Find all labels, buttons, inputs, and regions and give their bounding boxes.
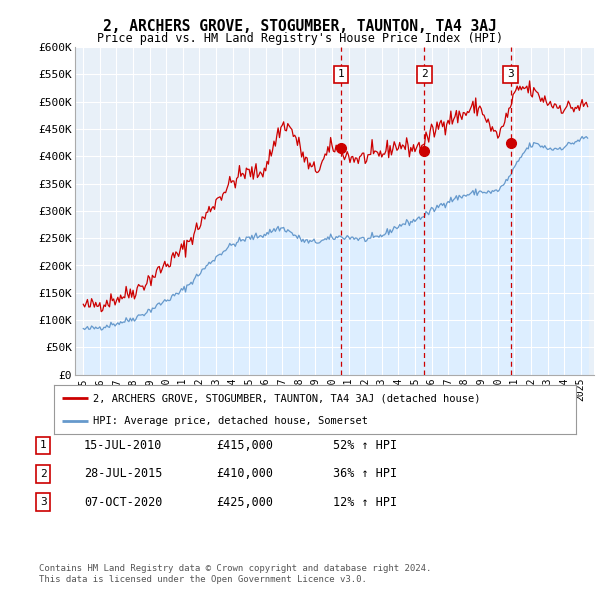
Text: 12% ↑ HPI: 12% ↑ HPI [333, 496, 397, 509]
Text: 3: 3 [507, 70, 514, 80]
Text: Price paid vs. HM Land Registry's House Price Index (HPI): Price paid vs. HM Land Registry's House … [97, 32, 503, 45]
Text: 2: 2 [421, 70, 428, 80]
Text: 2: 2 [40, 469, 47, 478]
Text: 1: 1 [40, 441, 47, 450]
Text: 2, ARCHERS GROVE, STOGUMBER, TAUNTON, TA4 3AJ (detached house): 2, ARCHERS GROVE, STOGUMBER, TAUNTON, TA… [93, 394, 481, 404]
Text: 07-OCT-2020: 07-OCT-2020 [84, 496, 163, 509]
Text: 52% ↑ HPI: 52% ↑ HPI [333, 439, 397, 452]
Text: £415,000: £415,000 [216, 439, 273, 452]
Text: 2, ARCHERS GROVE, STOGUMBER, TAUNTON, TA4 3AJ: 2, ARCHERS GROVE, STOGUMBER, TAUNTON, TA… [103, 19, 497, 34]
Text: 3: 3 [40, 497, 47, 507]
Text: 36% ↑ HPI: 36% ↑ HPI [333, 467, 397, 480]
Text: 1: 1 [338, 70, 344, 80]
Text: HPI: Average price, detached house, Somerset: HPI: Average price, detached house, Some… [93, 415, 368, 425]
Text: Contains HM Land Registry data © Crown copyright and database right 2024.: Contains HM Land Registry data © Crown c… [39, 565, 431, 573]
Text: £410,000: £410,000 [216, 467, 273, 480]
Text: 28-JUL-2015: 28-JUL-2015 [84, 467, 163, 480]
Text: This data is licensed under the Open Government Licence v3.0.: This data is licensed under the Open Gov… [39, 575, 367, 584]
Text: 15-JUL-2010: 15-JUL-2010 [84, 439, 163, 452]
Text: £425,000: £425,000 [216, 496, 273, 509]
